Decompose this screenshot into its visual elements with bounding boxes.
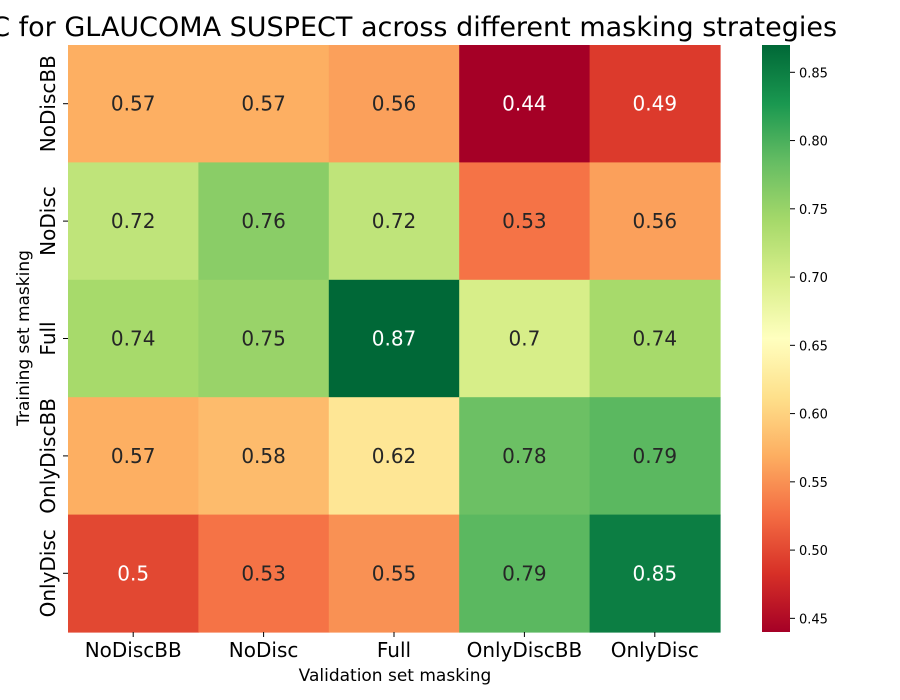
cell-value-label: 0.75	[241, 327, 286, 351]
cell-value-label: 0.5	[117, 561, 149, 585]
colorbar-tick-label: 0.60	[799, 408, 828, 423]
colorbar-tick-label: 0.45	[799, 612, 828, 627]
colorbar-tick-label: 0.55	[799, 476, 828, 491]
y-axis-ticks: NoDiscBB NoDisc Full OnlyDiscBB OnlyDisc	[36, 55, 68, 617]
cell-value-label: 0.56	[372, 92, 417, 116]
cell-value-label: 0.74	[633, 327, 678, 351]
cell-value-label: 0.85	[633, 561, 678, 585]
cell-value-label: 0.76	[241, 209, 286, 233]
x-tick-label: OnlyDiscBB	[467, 638, 583, 662]
heatmap-cell	[459, 397, 591, 516]
colorbar-tick-label: 0.75	[799, 203, 828, 218]
y-tick-label: Full	[36, 321, 60, 355]
colorbar-ticks: 0.45 0.50 0.55 0.60 0.65 0.70 0.75 0.80 0.85	[790, 66, 828, 627]
cell-value-label: 0.62	[372, 444, 417, 468]
heatmap-cell	[459, 162, 591, 281]
heatmap-cell	[459, 514, 591, 633]
x-axis-ticks: NoDiscBB NoDisc Full OnlyDiscBB OnlyDisc	[85, 632, 699, 662]
x-tick-label: NoDiscBB	[85, 638, 182, 662]
heatmap-cell	[328, 162, 460, 281]
heatmap-cell	[198, 514, 330, 633]
y-tick-label: OnlyDiscBB	[36, 398, 60, 514]
colorbar	[762, 45, 790, 632]
heatmap-cell	[589, 45, 721, 163]
heatmap-cell	[198, 279, 330, 398]
heatmap-cell	[328, 514, 460, 633]
colorbar-tick-label: 0.50	[799, 544, 828, 559]
heatmap-cell	[68, 397, 199, 516]
y-tick-label: NoDiscBB	[36, 55, 60, 152]
heatmap-cell	[68, 162, 199, 281]
cell-value-label: 0.55	[372, 561, 417, 585]
cell-value-label: 0.49	[633, 92, 678, 116]
cell-value-label: 0.57	[111, 92, 156, 116]
heatmap-cell	[198, 397, 330, 516]
cell-value-label: 0.53	[502, 209, 547, 233]
x-tick-label: OnlyDisc	[611, 638, 699, 662]
colorbar-tick-label: 0.65	[799, 339, 828, 354]
cell-value-label: 0.57	[111, 444, 156, 468]
heatmap-cell	[68, 279, 199, 398]
heatmap-cell	[68, 45, 199, 163]
x-tick-label: NoDisc	[229, 638, 299, 662]
heatmap-cell	[589, 397, 721, 516]
x-axis-label: Validation set masking	[299, 666, 492, 686]
heatmap-cell	[198, 45, 330, 163]
cell-value-label: 0.78	[502, 444, 547, 468]
colorbar-tick-label: 0.70	[799, 271, 828, 286]
cell-value-label: 0.53	[241, 561, 286, 585]
heatmap-cell	[328, 279, 460, 398]
heatmap-cell	[459, 279, 591, 398]
y-tick-label: OnlyDisc	[36, 529, 60, 617]
heatmap-cell	[68, 514, 199, 633]
colorbar-tick-label: 0.80	[799, 135, 828, 150]
heatmap-cell	[459, 45, 591, 163]
x-tick-label: Full	[377, 638, 411, 662]
cell-value-label: 0.58	[241, 444, 286, 468]
heatmap-cell	[328, 397, 460, 516]
cell-value-label: 0.87	[372, 327, 417, 351]
heatmap-cell	[328, 45, 460, 163]
cell-value-label: 0.74	[111, 327, 156, 351]
heatmap-cell	[589, 279, 721, 398]
heatmap-cells: 0.57 0.57 0.56 0.44 0.49 0.72 0.76 0.72 0.53 0.56…	[68, 45, 721, 633]
heatmap-cell	[198, 162, 330, 281]
heatmap-cell	[589, 162, 721, 281]
heatmap-cell	[589, 514, 721, 633]
cell-value-label: 0.72	[372, 209, 417, 233]
cell-value-label: 0.79	[633, 444, 678, 468]
y-axis-label: Training set masking	[14, 250, 34, 427]
cell-value-label: 0.7	[508, 327, 540, 351]
cell-value-label: 0.44	[502, 92, 547, 116]
cell-value-label: 0.57	[241, 92, 286, 116]
cell-value-label: 0.72	[111, 209, 156, 233]
cell-value-label: 0.56	[633, 209, 678, 233]
y-tick-label: NoDisc	[36, 186, 60, 256]
cell-value-label: 0.79	[502, 561, 547, 585]
colorbar-tick-label: 0.85	[799, 66, 828, 81]
chart-title: AUC for GLAUCOMA SUSPECT across differen…	[0, 12, 837, 43]
